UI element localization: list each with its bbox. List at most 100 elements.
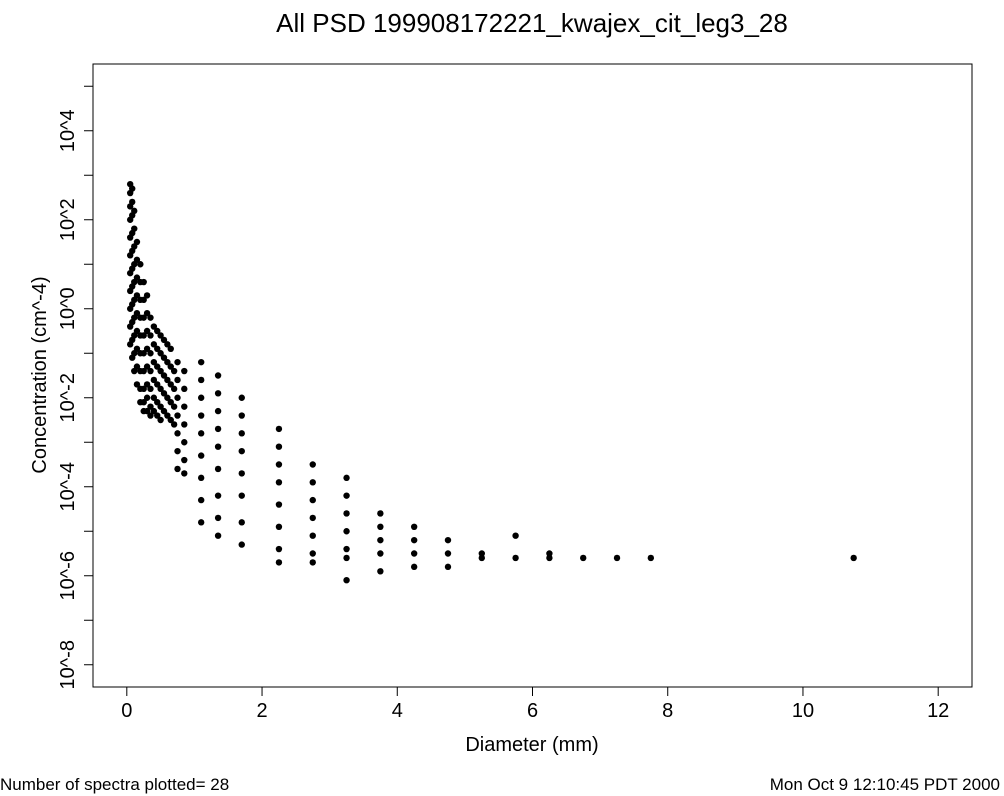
data-point [164, 412, 171, 419]
data-point [444, 550, 452, 557]
y-axis-title: Concentration (cm^-4) [29, 276, 51, 473]
data-point [140, 296, 147, 304]
data-point [129, 198, 136, 206]
data-point [157, 367, 164, 375]
data-point [275, 425, 283, 433]
data-point [154, 381, 161, 388]
data-point [197, 376, 205, 384]
data-point [147, 350, 154, 357]
data-point [140, 314, 147, 321]
data-point [140, 399, 147, 406]
data-point [214, 443, 222, 450]
data-point [238, 430, 245, 437]
data-point [133, 327, 141, 335]
data-point [164, 358, 171, 366]
data-point [181, 403, 188, 410]
data-point [154, 345, 161, 352]
data-point [131, 207, 138, 215]
data-point [197, 496, 205, 504]
data-point [512, 554, 519, 562]
data-point [164, 341, 171, 348]
data-point [214, 425, 222, 433]
data-point [154, 399, 161, 406]
x-tick-label: 4 [392, 700, 403, 722]
data-point [197, 358, 205, 366]
data-point [377, 568, 384, 575]
data-point [150, 394, 158, 401]
data-point [343, 492, 350, 499]
data-point [444, 563, 452, 571]
data-point [160, 372, 168, 379]
data-point [133, 274, 141, 281]
data-point [140, 332, 147, 339]
data-point [140, 350, 147, 357]
data-point [410, 523, 418, 530]
data-point [157, 403, 164, 410]
y-tick-label: 10^-6 [57, 551, 79, 600]
x-tick-label: 2 [256, 700, 267, 722]
data-point [181, 470, 188, 477]
data-point [157, 350, 164, 357]
data-point [167, 381, 174, 388]
data-point [275, 545, 283, 553]
data-point [613, 554, 621, 562]
data-point [143, 327, 151, 335]
data-point [275, 479, 283, 486]
data-point [160, 354, 168, 361]
data-point [143, 394, 151, 401]
data-point [377, 510, 384, 517]
data-point [133, 256, 141, 263]
x-tick-label: 6 [527, 700, 538, 722]
x-axis: 0 2 4 6 8 10 12 [121, 687, 949, 722]
data-point [214, 465, 222, 473]
data-point [343, 528, 350, 535]
data-point [238, 470, 245, 477]
x-axis-title: Diameter (mm) [465, 734, 598, 756]
data-point [167, 363, 174, 370]
data-point [343, 554, 350, 562]
data-point [174, 412, 181, 419]
data-point [174, 358, 181, 366]
data-point [150, 376, 158, 384]
data-point [150, 407, 158, 415]
data-point [410, 536, 418, 544]
y-axis: 10^-8 10^-6 10^-4 10^-2 10^0 10^2 10^4 [57, 85, 93, 689]
y-tick-label: 10^4 [57, 109, 79, 152]
data-point [181, 385, 188, 393]
data-point [133, 292, 141, 299]
data-point [197, 412, 205, 419]
data-point [174, 394, 181, 401]
data-point [164, 376, 171, 384]
data-point [343, 545, 350, 553]
data-point [143, 292, 151, 299]
data-point [143, 345, 151, 352]
data-point [647, 554, 655, 562]
y-tick-label: 10^0 [57, 287, 79, 330]
plot-frame [92, 63, 973, 688]
data-point [140, 367, 147, 375]
timestamp: Mon Oct 9 12:10:45 PDT 2000 [769, 775, 1000, 794]
data-point [410, 563, 418, 571]
data-point [343, 577, 350, 584]
data-point [238, 519, 245, 526]
data-point [170, 421, 178, 428]
data-point [238, 447, 245, 455]
data-point [309, 461, 316, 468]
data-point [154, 412, 161, 419]
x-tick-label: 0 [121, 700, 132, 722]
data-point [197, 519, 205, 526]
data-point [154, 327, 161, 335]
data-point [275, 461, 283, 468]
data-point [309, 532, 316, 539]
data-point [147, 314, 154, 321]
data-points [126, 180, 857, 584]
data-point [167, 345, 174, 352]
data-point [129, 185, 136, 192]
data-point [150, 358, 158, 366]
data-point [238, 394, 245, 401]
data-point [580, 554, 587, 562]
data-point [238, 412, 245, 419]
data-point [275, 501, 283, 508]
data-point [143, 310, 151, 317]
